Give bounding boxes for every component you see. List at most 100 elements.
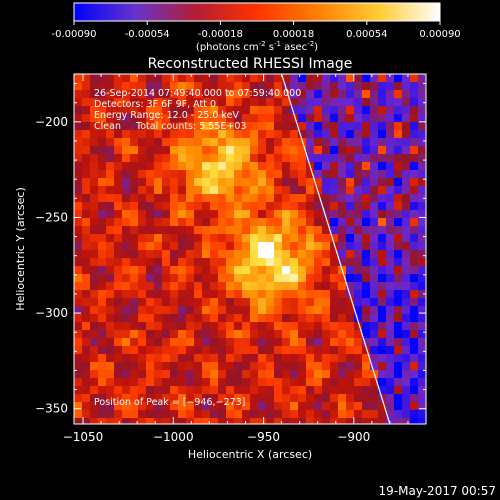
heatmap-cell xyxy=(170,402,178,410)
heatmap-cell xyxy=(130,90,138,98)
heatmap-cell xyxy=(362,202,370,210)
heatmap-cell xyxy=(314,146,322,154)
heatmap-cell xyxy=(186,322,194,330)
heatmap-cell xyxy=(178,290,186,298)
heatmap-cell xyxy=(218,242,226,250)
heatmap-cell xyxy=(354,242,362,250)
heatmap-cell xyxy=(314,202,322,210)
heatmap-cell xyxy=(250,162,258,170)
heatmap-cell xyxy=(234,122,242,130)
heatmap-cell xyxy=(370,354,378,362)
heatmap-cell xyxy=(250,178,258,186)
heatmap-cell xyxy=(154,346,162,354)
heatmap-cell xyxy=(194,298,202,306)
heatmap-cell xyxy=(130,202,138,210)
heatmap-cell xyxy=(282,314,290,322)
heatmap-cell xyxy=(386,138,394,146)
heatmap-cell xyxy=(290,154,298,162)
heatmap-cell xyxy=(394,322,402,330)
heatmap-cell xyxy=(282,394,290,402)
heatmap-cell xyxy=(346,226,354,234)
heatmap-cell xyxy=(210,386,218,394)
heatmap-cell xyxy=(354,90,362,98)
heatmap-cell xyxy=(250,186,258,194)
heatmap-cell xyxy=(194,218,202,226)
heatmap-cell xyxy=(362,370,370,378)
x-axis-label: Heliocentric X (arcsec) xyxy=(188,448,312,461)
heatmap-cell xyxy=(250,138,258,146)
heatmap-cell xyxy=(154,266,162,274)
heatmap-cell xyxy=(298,202,306,210)
heatmap-cell xyxy=(130,218,138,226)
heatmap-cell xyxy=(338,122,346,130)
heatmap-cell xyxy=(122,154,130,162)
heatmap-cell xyxy=(218,330,226,338)
heatmap-cell xyxy=(226,146,234,154)
heatmap-cell xyxy=(274,370,282,378)
heatmap-cell xyxy=(186,410,194,418)
heatmap-cell xyxy=(122,314,130,322)
heatmap-cell xyxy=(106,194,114,202)
heatmap-cell xyxy=(394,314,402,322)
heatmap-cell xyxy=(226,266,234,274)
heatmap-cell xyxy=(346,234,354,242)
heatmap-cell xyxy=(346,194,354,202)
heatmap-cell xyxy=(410,330,418,338)
heatmap-cell xyxy=(386,362,394,370)
heatmap-cell xyxy=(410,202,418,210)
heatmap-cell xyxy=(282,402,290,410)
heatmap-cell xyxy=(122,194,130,202)
heatmap-cell xyxy=(154,402,162,410)
heatmap-cell xyxy=(386,394,394,402)
heatmap-cell xyxy=(154,106,162,114)
heatmap-cell xyxy=(338,178,346,186)
heatmap-cell xyxy=(226,290,234,298)
heatmap-cell xyxy=(210,122,218,130)
heatmap-cell xyxy=(394,290,402,298)
heatmap-cell xyxy=(218,402,226,410)
heatmap-cell xyxy=(266,274,274,282)
heatmap-cell xyxy=(186,338,194,346)
heatmap-cell xyxy=(138,410,146,418)
heatmap-cell xyxy=(154,290,162,298)
heatmap-cell xyxy=(98,346,106,354)
heatmap-cell xyxy=(162,394,170,402)
heatmap-cell xyxy=(202,394,210,402)
heatmap-cell xyxy=(130,242,138,250)
heatmap-cell xyxy=(298,274,306,282)
heatmap-cell xyxy=(90,378,98,386)
heatmap-cell xyxy=(154,122,162,130)
heatmap-cell xyxy=(322,250,330,258)
heatmap-cell xyxy=(130,370,138,378)
heatmap-cell xyxy=(298,338,306,346)
heatmap-cell xyxy=(298,146,306,154)
heatmap-cell xyxy=(370,386,378,394)
heatmap-cell xyxy=(218,226,226,234)
heatmap-cell xyxy=(370,266,378,274)
heatmap-cell xyxy=(274,306,282,314)
heatmap-cell xyxy=(282,210,290,218)
heatmap-cell xyxy=(154,138,162,146)
heatmap-cell xyxy=(274,138,282,146)
heatmap-cell xyxy=(178,234,186,242)
heatmap-cell xyxy=(322,362,330,370)
heatmap-cell xyxy=(194,314,202,322)
heatmap-cell xyxy=(146,170,154,178)
heatmap-cell xyxy=(170,146,178,154)
heatmap-cell xyxy=(186,354,194,362)
heatmap-cell xyxy=(178,178,186,186)
heatmap-cell xyxy=(186,194,194,202)
heatmap-cell xyxy=(218,130,226,138)
heatmap-cell xyxy=(250,314,258,322)
heatmap-cell xyxy=(266,330,274,338)
heatmap-cell xyxy=(146,242,154,250)
heatmap-cell xyxy=(218,306,226,314)
heatmap-cell xyxy=(322,298,330,306)
heatmap-cell xyxy=(402,282,410,290)
heatmap-cell xyxy=(322,410,330,418)
heatmap-cell xyxy=(378,298,386,306)
heatmap-cell xyxy=(322,202,330,210)
colorbar xyxy=(73,2,441,22)
heatmap-cell xyxy=(178,362,186,370)
heatmap-cell xyxy=(274,130,282,138)
